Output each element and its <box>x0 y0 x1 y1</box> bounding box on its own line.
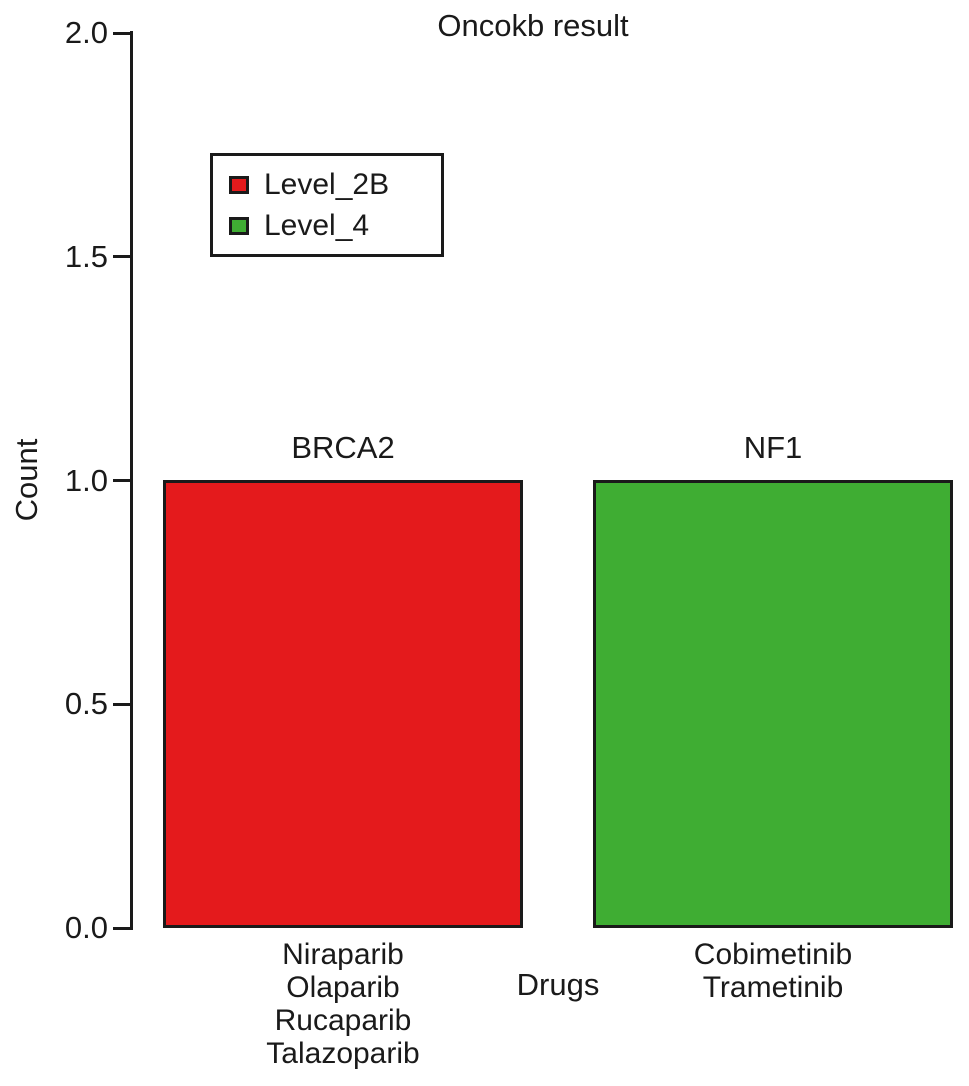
legend-label-level-2b: Level_2B <box>264 167 390 201</box>
bar-label-nf1: NF1 <box>743 430 803 465</box>
y-tick-mark <box>113 702 131 706</box>
legend: Level_2B Level_4 <box>210 153 444 257</box>
y-tick-label: 2.0 <box>64 15 108 50</box>
y-tick-label: 1.0 <box>64 462 108 498</box>
bar-brca2 <box>163 480 523 928</box>
y-tick-mark <box>113 255 131 259</box>
drug-label: Olaparib <box>286 971 400 1004</box>
drug-list-nf1: Cobimetinib Trametinib <box>593 938 953 1004</box>
legend-item-level-4: Level_4 <box>229 208 441 242</box>
x-axis-label: Drugs <box>516 967 600 1002</box>
y-tick-mark <box>113 479 131 482</box>
drug-label: Talazoparib <box>266 1037 420 1070</box>
y-tick-label: 1.5 <box>64 238 108 274</box>
bar-label-brca2: BRCA2 <box>291 430 395 465</box>
drug-label: Cobimetinib <box>693 938 853 971</box>
legend-swatch-red <box>229 175 249 194</box>
y-axis-line <box>130 31 133 930</box>
y-tick-label: 0.0 <box>64 910 108 945</box>
legend-swatch-green <box>229 216 249 235</box>
legend-item-level-2b: Level_2B <box>229 167 441 201</box>
drug-label: Niraparib <box>282 938 404 971</box>
y-tick-mark <box>113 31 131 35</box>
drug-label: Rucaparib <box>274 1004 412 1037</box>
bar-nf1 <box>593 480 953 928</box>
y-tick-mark <box>113 926 131 930</box>
drug-label: Trametinib <box>702 971 844 1004</box>
chart-title: Oncokb result <box>437 8 629 43</box>
drug-list-brca2: Niraparib Olaparib Rucaparib Talazoparib <box>163 938 523 1070</box>
y-tick-label: 0.5 <box>64 686 108 722</box>
legend-label-level-4: Level_4 <box>264 208 370 242</box>
